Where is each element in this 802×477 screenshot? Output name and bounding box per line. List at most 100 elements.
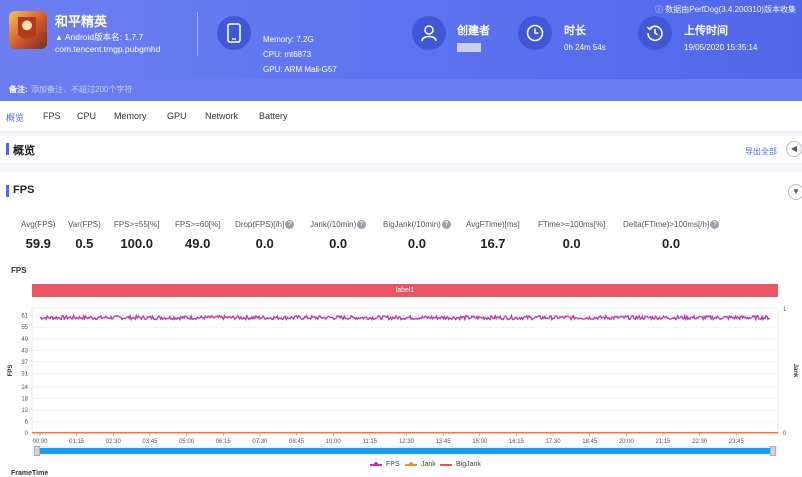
stat-label: AvgFTime)[ms]	[466, 220, 520, 229]
stat-value: 0.0	[562, 236, 581, 251]
creator-label: 创建者	[457, 25, 490, 37]
y-tick-label: 31	[21, 371, 28, 377]
x-tick-label: 21:15	[655, 439, 671, 445]
tab-battery[interactable]: Battery	[259, 111, 288, 121]
slider-right-handle[interactable]	[770, 446, 776, 456]
x-tick-label: 22:30	[692, 439, 708, 445]
stat-label: Delta(FTime)>100ms[/h]?	[623, 220, 720, 230]
stat-label: FPS>=60[%]	[175, 220, 221, 229]
stat-value: 0.5	[75, 236, 94, 251]
y-tick-label: 37	[21, 360, 28, 366]
x-tick-label: 06:15	[216, 439, 232, 445]
time-range-slider[interactable]	[32, 446, 778, 456]
x-tick-label: 20:00	[619, 439, 635, 445]
duration-value: 0h 24m 54s	[564, 43, 606, 52]
tab-overview[interactable]: 概览	[6, 113, 25, 123]
stat-value: 49.0	[185, 236, 211, 251]
fps-section-title: FPS	[13, 184, 35, 196]
stat-label: FPS>=55[%]	[114, 220, 160, 229]
stat-label: FTime>=100ms[%]	[538, 220, 606, 229]
x-tick-label: 02:30	[106, 439, 122, 445]
help-icon[interactable]: ?	[710, 220, 720, 230]
x-tick-label: 07:30	[252, 439, 268, 445]
tab-fps[interactable]: FPS	[43, 111, 61, 121]
source-note: ⓘ 数据由PerfDog(3.4.200310)版本收集	[655, 5, 796, 14]
note-input[interactable]: 添加备注，不超过200个字符	[31, 85, 133, 94]
x-tick-label: 08:45	[289, 439, 305, 445]
x-tick-label: 16:15	[509, 439, 525, 445]
export-all-link[interactable]: 导出全部	[745, 147, 777, 156]
android-version: ▲ Android版本名: 1.7.7	[55, 32, 144, 42]
help-icon[interactable]: ?	[285, 220, 295, 230]
x-tick-label: 23:45	[729, 439, 745, 445]
fps-series-line	[39, 313, 771, 322]
x-tick-label: 10:00	[326, 439, 342, 445]
slider-range[interactable]	[36, 448, 772, 454]
x-tick-label: 05:00	[179, 439, 195, 445]
y-tick-label: 61	[21, 314, 28, 320]
note-bar	[0, 79, 802, 101]
help-icon[interactable]: ?	[441, 220, 451, 230]
slider-left-handle[interactable]	[34, 446, 40, 456]
y-axis-label: FPS	[8, 365, 14, 377]
device-cpu: CPU: mt6873	[263, 50, 312, 59]
y-tick-label: 6	[25, 419, 29, 425]
y-tick-label: 55	[21, 325, 28, 331]
x-tick-label: 12:30	[399, 439, 415, 445]
package-name: com.tencent.tmgp.pubgmhd	[55, 44, 161, 54]
tab-cpu[interactable]: CPU	[77, 111, 97, 121]
stat-label: Var(FPS)	[68, 220, 101, 229]
label-bar[interactable]: label1	[32, 284, 778, 297]
collapse-left-icon[interactable]: ◀	[786, 141, 802, 157]
x-tick-label: 15:00	[472, 439, 488, 445]
legend-jank[interactable]: Jank	[405, 461, 436, 468]
stat-label: BigJank(/10min)?	[383, 220, 451, 230]
y2-axis-label: Jank	[792, 364, 798, 378]
plot-area	[31, 307, 779, 434]
collapse-down-icon[interactable]: ▼	[788, 184, 802, 200]
tab-network[interactable]: Network	[205, 111, 239, 121]
device-gpu: GPU: ARM Mali-G57	[263, 65, 337, 74]
stat-label: Drop(FPS)[/h]?	[235, 220, 295, 230]
app-icon	[9, 11, 47, 49]
duration-label: 时长	[564, 25, 586, 37]
x-tick-label: 11:15	[363, 439, 378, 445]
stat-label: Jank(/10min)?	[310, 220, 367, 230]
stat-value: 0.0	[255, 236, 274, 251]
frametime-label: FrameTime	[11, 470, 49, 477]
stat-value: 0.0	[407, 236, 426, 251]
x-tick-label: 03:45	[142, 439, 158, 445]
y-tick-label: 12	[21, 408, 28, 414]
y-tick-label: 0	[25, 431, 29, 437]
y-tick-label: 43	[21, 348, 28, 354]
fps-chart[interactable]: 0 6 12 18 24 31 37 43 49 55 61 0 1 FPS Jank 00:00 01:15 0…	[0, 300, 802, 446]
android-icon: ▲	[55, 33, 63, 42]
x-tick-label: 00:00	[32, 439, 48, 445]
upload-time-label: 上传时间	[684, 25, 728, 37]
stat-value: 0.0	[662, 236, 681, 251]
history-icon	[638, 16, 672, 50]
stat-label: Avg(FPS)	[21, 220, 56, 229]
report-header: 和平精英 ▲ Android版本名: 1.7.7 com.tencent.tmg…	[0, 0, 802, 101]
legend-bigjank[interactable]: BigJank	[440, 461, 481, 468]
y-tick-label: 18	[21, 396, 28, 402]
tab-memory[interactable]: Memory	[114, 111, 147, 121]
x-tick-label: 17:30	[546, 439, 562, 445]
chart-title: FPS	[11, 266, 27, 275]
section-marker	[6, 185, 9, 197]
x-tick-label: 18:45	[582, 439, 598, 445]
info-icon: ⓘ	[655, 5, 663, 14]
stat-value: 59.9	[25, 236, 51, 251]
stat-value: 0.0	[329, 236, 348, 251]
legend-fps[interactable]: FPS	[370, 461, 400, 468]
section-marker	[6, 143, 9, 155]
help-icon[interactable]: ?	[357, 220, 367, 230]
user-icon	[412, 16, 446, 50]
stat-value: 16.7	[480, 236, 506, 251]
y-tick-label: 24	[21, 385, 28, 391]
tab-gpu[interactable]: GPU	[167, 111, 187, 121]
creator-value-redacted	[457, 43, 481, 52]
x-tick-label: 01:15	[69, 439, 85, 445]
overview-title: 概览	[13, 145, 35, 157]
y2-tick-label: 0	[783, 431, 787, 437]
